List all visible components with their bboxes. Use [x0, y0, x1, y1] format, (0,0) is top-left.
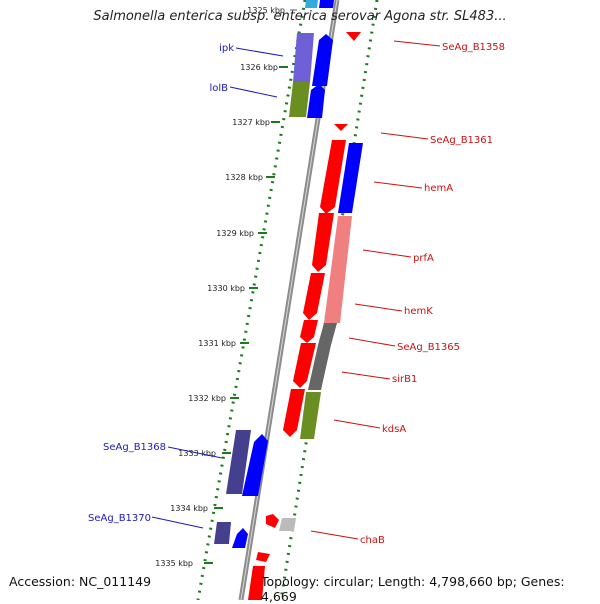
gene-shape[interactable]: [279, 518, 296, 531]
gene-shape[interactable]: [289, 82, 310, 117]
right-genes: [248, 32, 363, 600]
gene-label-SeAg_B1361[interactable]: SeAg_B1361: [430, 135, 493, 146]
map-title: Salmonella enterica subsp. enterica sero…: [93, 9, 507, 24]
tick-label: 1330 kbp: [207, 284, 245, 293]
gene-shape[interactable]: [320, 140, 346, 214]
gene-shape[interactable]: [248, 566, 265, 600]
left-gene-labels: ipk lolB SeAg_B1368 SeAg_B1370: [88, 43, 234, 524]
gene-label-SeAg_B1358[interactable]: SeAg_B1358: [442, 42, 505, 53]
gene-shape[interactable]: [305, 0, 318, 8]
tick-label: 1327 kbp: [232, 118, 270, 127]
gene-label-SeAg_B1365[interactable]: SeAg_B1365: [397, 342, 460, 353]
gene-shape[interactable]: [334, 124, 348, 131]
guide-lines: [196, 0, 379, 600]
gene-shape[interactable]: [303, 273, 325, 320]
gene-shape[interactable]: [308, 345, 331, 390]
tick-marks: [204, 9, 297, 564]
gene-label-SeAg_B1368[interactable]: SeAg_B1368: [103, 442, 166, 453]
tick-label: 1326 kbp: [240, 63, 278, 72]
gene-label-hemK[interactable]: hemK: [404, 306, 433, 317]
gene-shape[interactable]: [324, 216, 352, 323]
gene-shape[interactable]: [293, 343, 316, 388]
right-gene-labels: SeAg_B1358 SeAg_B1361 hemA prfA hemK SeA…: [360, 42, 505, 546]
gene-shape[interactable]: [300, 320, 318, 343]
gene-shape[interactable]: [293, 33, 314, 82]
tick-label: 1331 kbp: [198, 339, 236, 348]
tick-labels: 1325 kbp 1326 kbp 1327 kbp 1328 kbp 1329…: [155, 6, 285, 568]
gene-shape[interactable]: [307, 84, 325, 118]
gene-label-lolB[interactable]: lolB: [209, 83, 228, 94]
gene-label-sirB1[interactable]: sirB1: [392, 374, 417, 385]
tick-label: 1325 kbp: [247, 6, 285, 15]
tick-label: 1333 kbp: [178, 449, 216, 458]
tick-label: 1332 kbp: [188, 394, 226, 403]
gene-shape[interactable]: [312, 34, 333, 86]
gene-shape[interactable]: [283, 389, 305, 437]
gene-shape[interactable]: [338, 143, 363, 213]
leader-lines: [151, 40, 441, 540]
gene-label-ipk[interactable]: ipk: [219, 43, 234, 54]
gene-shape[interactable]: [242, 434, 268, 496]
left-genes: [214, 0, 334, 548]
gene-shape[interactable]: [318, 323, 337, 345]
gene-shape[interactable]: [300, 392, 321, 439]
gene-label-hemA[interactable]: hemA: [424, 183, 453, 194]
gene-shape[interactable]: [226, 430, 251, 494]
tick-label: 1334 kbp: [170, 504, 208, 513]
gene-shape[interactable]: [312, 213, 334, 272]
tick-label: 1329 kbp: [216, 229, 254, 238]
gene-label-prfA[interactable]: prfA: [413, 253, 434, 264]
gene-label-kdsA[interactable]: kdsA: [382, 424, 406, 435]
gene-label-chaB[interactable]: chaB: [360, 535, 385, 546]
tick-label: 1335 kbp: [155, 559, 193, 568]
gene-shape[interactable]: [256, 552, 270, 562]
gene-label-SeAg_B1370[interactable]: SeAg_B1370: [88, 513, 151, 524]
gene-shape[interactable]: [266, 514, 279, 528]
gene-shape[interactable]: [319, 0, 334, 8]
tick-label: 1328 kbp: [225, 173, 263, 182]
accession-text: Accession: NC_011149: [9, 574, 152, 589]
gene-shape[interactable]: [214, 522, 231, 544]
gene-shape[interactable]: [346, 32, 361, 41]
gene-shape[interactable]: [232, 528, 248, 548]
